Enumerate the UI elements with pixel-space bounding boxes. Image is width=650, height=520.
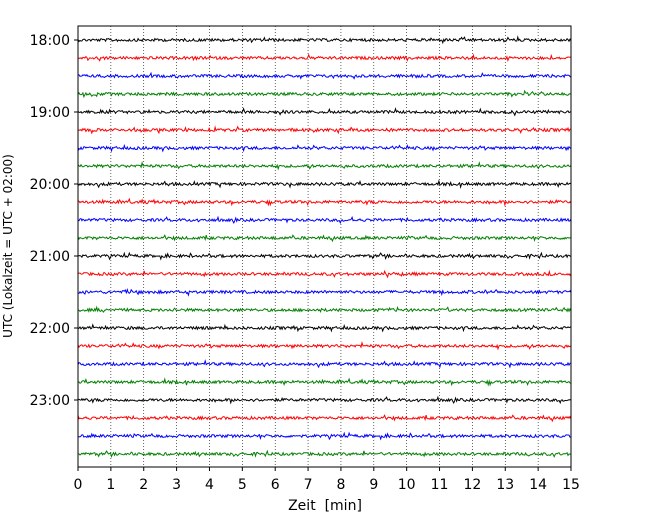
x-tick-label: 7 <box>304 477 313 493</box>
y-tick-label: 18:00 <box>30 33 70 49</box>
trace-2330 <box>77 431 572 441</box>
trace-1800 <box>77 35 572 45</box>
trace-2130 <box>77 287 572 297</box>
trace-2000 <box>77 179 572 190</box>
x-tick-label: 5 <box>238 477 247 493</box>
x-tick-label: 13 <box>496 477 514 493</box>
trace-2300 <box>77 395 572 405</box>
trace-2230 <box>77 359 572 369</box>
x-tick-label: 0 <box>74 477 83 493</box>
y-tick-label: 21:00 <box>30 249 70 265</box>
plot-frame <box>77 25 572 468</box>
trace-1915 <box>77 125 572 135</box>
x-axis-label: Zeit [min] <box>288 498 362 514</box>
x-tick-label: 1 <box>106 477 115 493</box>
trace-1900 <box>77 107 572 117</box>
x-tick-label: 10 <box>398 477 416 493</box>
y-axis-ticks: 18:00 19:00 20:00 21:00 22:00 23:00 <box>30 33 78 409</box>
x-axis-ticks: 0 1 2 3 4 5 6 7 8 9 10 11 12 13 14 15 <box>74 467 580 493</box>
x-tick-label: 8 <box>336 477 345 493</box>
x-tick-label: 2 <box>139 477 148 493</box>
x-tick-label: 11 <box>431 477 449 493</box>
trace-2345 <box>77 449 572 458</box>
y-tick-label: 22:00 <box>30 321 70 337</box>
x-tick-label: 14 <box>529 477 547 493</box>
x-tick-label: 15 <box>562 477 580 493</box>
x-tick-label: 9 <box>369 477 378 493</box>
trace-1945 <box>77 161 572 171</box>
trace-1930 <box>77 143 572 153</box>
y-tick-label: 20:00 <box>30 177 70 193</box>
trace-1845 <box>77 89 572 99</box>
y-tick-label: 23:00 <box>30 393 70 409</box>
y-axis-label: UTC (Lokalzeit = UTC + 02:00) <box>1 154 15 338</box>
x-tick-label: 6 <box>271 477 280 493</box>
trace-2145 <box>77 305 572 313</box>
trace-2115 <box>77 269 572 279</box>
trace-2100 <box>77 251 572 261</box>
y-tick-label: 19:00 <box>30 105 70 121</box>
trace-2045 <box>77 234 572 243</box>
trace-2245 <box>77 377 572 387</box>
x-tick-label: 12 <box>463 477 481 493</box>
trace-1830 <box>78 71 572 80</box>
x-tick-label: 4 <box>205 477 214 493</box>
seismic-traces <box>77 35 572 458</box>
trace-2215 <box>77 341 572 351</box>
x-tick-label: 3 <box>172 477 181 493</box>
trace-2030 <box>77 215 572 225</box>
trace-1815 <box>77 53 572 62</box>
trace-2015 <box>77 197 572 207</box>
trace-2315 <box>77 414 572 423</box>
trace-2200 <box>77 323 572 333</box>
